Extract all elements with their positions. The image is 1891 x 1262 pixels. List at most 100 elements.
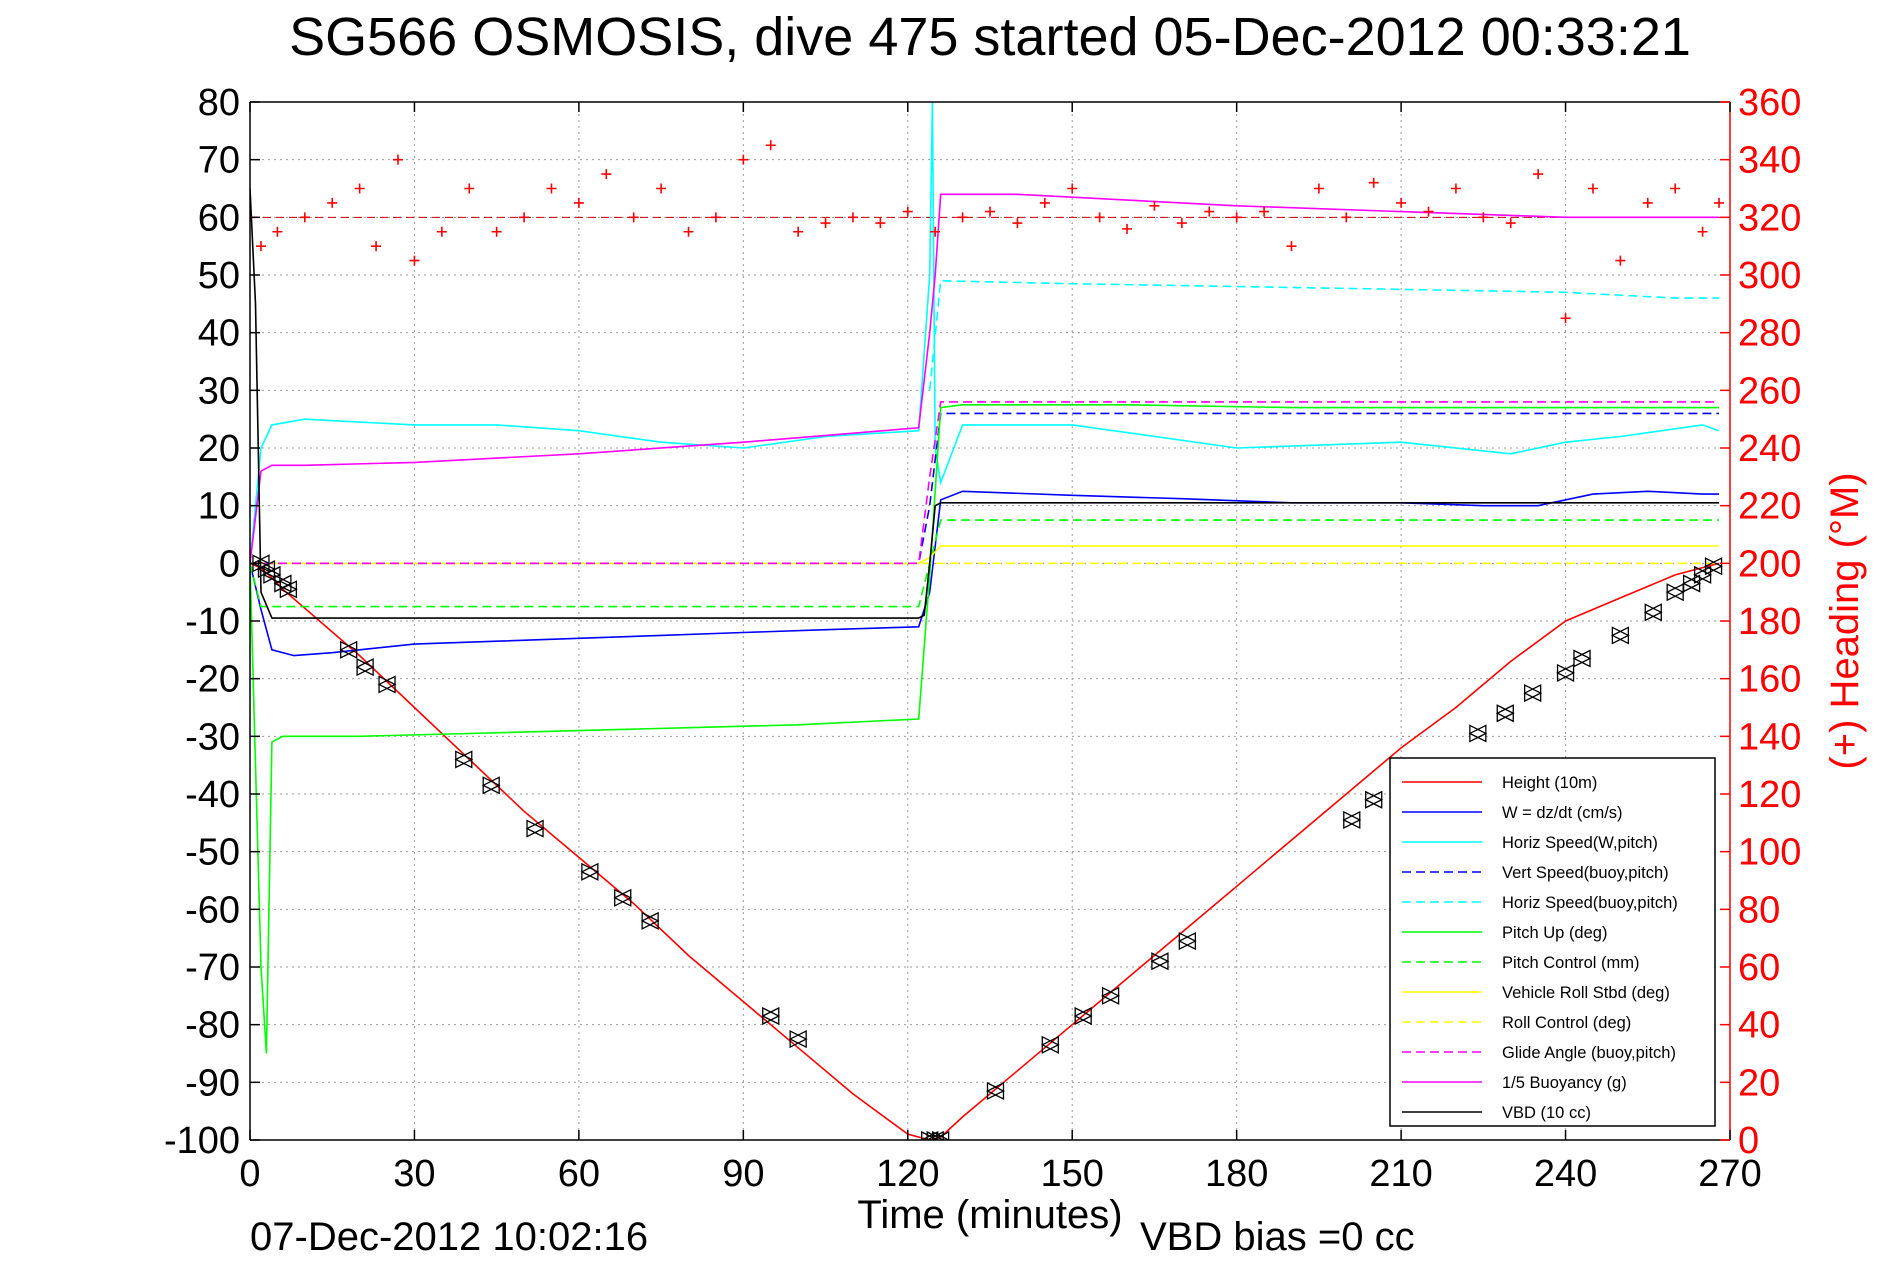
sample-marker — [525, 819, 545, 838]
heading-point — [875, 218, 886, 229]
legend-item: W = dz/dt (cm/s) — [1402, 804, 1623, 822]
y-right-tick-label: 100 — [1738, 832, 1801, 874]
y-tick-label: -50 — [185, 832, 240, 874]
sample-marker — [262, 565, 282, 584]
sample-marker — [1495, 704, 1515, 723]
sample-marker — [931, 1130, 951, 1140]
footer-vbd-bias: VBD bias =0 cc — [1140, 1215, 1415, 1259]
heading-point — [1067, 183, 1078, 194]
heading-point — [1286, 241, 1297, 252]
heading-point — [436, 226, 447, 237]
heading-point — [1039, 197, 1050, 208]
heading-point — [1714, 197, 1725, 208]
y-right-axis-label: (+) Heading (°M) — [1823, 472, 1867, 769]
legend-item: VBD (10 cc) — [1402, 1104, 1591, 1122]
sample-marker — [920, 1130, 940, 1140]
sample-marker — [925, 1130, 945, 1140]
y-tick-label: 60 — [198, 197, 240, 239]
series-line — [250, 401, 1719, 565]
sample-marker — [1342, 810, 1362, 830]
heading-point — [1670, 183, 1681, 194]
sample-marker — [640, 911, 660, 930]
heading-point — [683, 226, 694, 237]
heading-point — [519, 212, 530, 223]
heading-point — [1615, 255, 1626, 266]
heading-point — [409, 255, 420, 266]
y-right-tick-label: 360 — [1738, 82, 1801, 124]
sample-marker — [355, 658, 375, 677]
legend-label: 1/5 Buoyancy (g) — [1502, 1074, 1627, 1092]
sample-markers — [251, 554, 1724, 1140]
heading-point — [1313, 183, 1324, 194]
heading-point — [1450, 183, 1461, 194]
y-tick-label: 80 — [198, 82, 240, 124]
sample-marker — [1682, 574, 1702, 593]
series-line — [250, 193, 1719, 564]
series-line — [250, 562, 1720, 1140]
y-right-tick-label: 20 — [1738, 1062, 1780, 1104]
sample-marker — [1101, 986, 1121, 1005]
y-right-tick-label: 80 — [1738, 889, 1780, 931]
x-tick-label: 150 — [1041, 1153, 1104, 1195]
series-line — [250, 403, 1719, 1054]
heading-point — [601, 169, 612, 180]
sample-marker — [1643, 603, 1663, 622]
x-axis-label: Time (minutes) — [857, 1193, 1122, 1237]
y-tick-label: 20 — [198, 428, 240, 470]
heading-point — [1505, 218, 1516, 229]
sample-marker — [278, 580, 298, 599]
heading-point — [847, 212, 858, 223]
y-tick-label: 50 — [198, 255, 240, 297]
sample-marker — [1556, 663, 1576, 682]
y-tick-label: 10 — [198, 486, 240, 528]
legend-box — [1389, 757, 1716, 1127]
legend-label: W = dz/dt (cm/s) — [1502, 804, 1623, 822]
legend-item: Height (10m) — [1402, 774, 1597, 792]
heading-point — [354, 183, 365, 194]
heading-point — [1231, 212, 1242, 223]
sample-marker — [986, 1081, 1005, 1101]
y-right-tick-label: 220 — [1738, 486, 1801, 528]
heading-point — [1176, 218, 1187, 229]
legend-item: Roll Control (deg) — [1402, 1014, 1631, 1032]
heading-point — [902, 206, 913, 217]
y-tick-label: -10 — [185, 601, 240, 643]
heading-point — [299, 212, 310, 223]
sample-marker — [1040, 1035, 1060, 1054]
heading-point — [793, 226, 804, 237]
y-tick-label: -100 — [164, 1120, 240, 1162]
heading-point — [985, 206, 995, 217]
y-axis-ticks: 80 70 60 50 40 30 20 10 0 -10 -20 -30 -40 -50 -60 -70 -8… — [164, 82, 260, 1162]
sample-marker — [1610, 626, 1630, 645]
legend: Height (10m) W = dz/dt (cm/s) Horiz Speed(… — [1389, 757, 1716, 1127]
heading-point — [1533, 169, 1544, 180]
x-tick-label: 60 — [558, 1153, 600, 1195]
heading-point — [1587, 183, 1598, 194]
y-right-tick-label: 60 — [1738, 947, 1780, 989]
x-tick-label: 180 — [1205, 1153, 1268, 1195]
y-right-tick-label: 180 — [1738, 601, 1801, 643]
heading-point — [1368, 177, 1379, 188]
y-right-tick-label: 0 — [1738, 1120, 1759, 1162]
heading-point — [628, 212, 639, 223]
sample-marker — [761, 1006, 781, 1026]
y-right-tick-label: 340 — [1738, 140, 1801, 182]
legend-item: Pitch Up (deg) — [1402, 924, 1607, 942]
sample-marker — [1364, 790, 1384, 809]
heading-point — [656, 183, 667, 194]
sample-marker — [1572, 649, 1592, 668]
x-tick-label: 90 — [722, 1153, 764, 1195]
x-tick-label: 240 — [1534, 1153, 1597, 1195]
y-right-tick-label: 200 — [1738, 543, 1801, 585]
heading-point — [1204, 206, 1215, 217]
heading-point — [491, 226, 502, 237]
heading-point — [1642, 197, 1653, 208]
x-tick-label: 0 — [239, 1153, 260, 1195]
y-right-tick-label: 320 — [1738, 197, 1801, 239]
sample-marker — [454, 750, 474, 769]
heading-point — [1560, 313, 1571, 324]
legend-label: Height (10m) — [1502, 774, 1597, 792]
legend-label: VBD (10 cc) — [1502, 1104, 1591, 1122]
y-tick-label: -90 — [185, 1062, 240, 1104]
series-line — [250, 102, 1720, 564]
